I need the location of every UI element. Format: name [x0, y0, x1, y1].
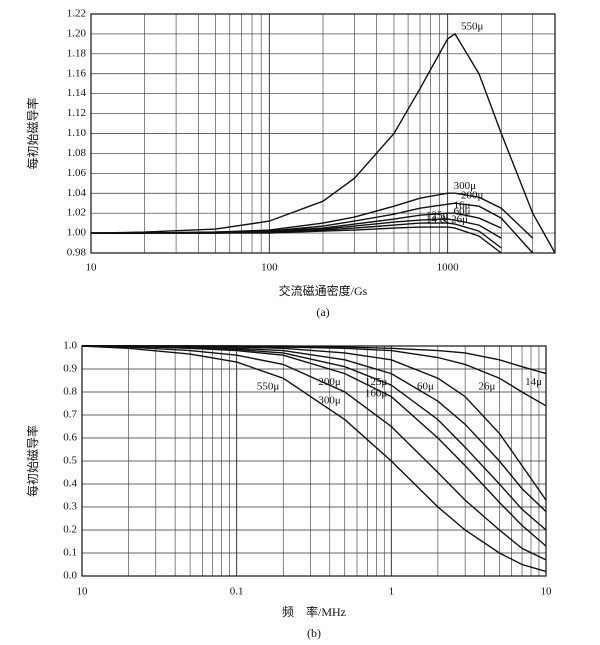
y-tick-label: 1.14	[67, 87, 87, 99]
y-tick-label: 0.0	[63, 570, 77, 582]
series-label: 125μ	[365, 376, 388, 388]
y-tick-label: 1.00	[67, 227, 87, 239]
series-label: 60μ	[454, 206, 471, 218]
x-tick-label: 10	[541, 586, 553, 598]
x-axis-label: 交流磁通密度/Gs	[279, 283, 368, 298]
y-tick-label: 0.5	[63, 455, 77, 467]
series-line	[81, 345, 547, 573]
y-tick-label: 0.7	[63, 409, 77, 421]
y-tick-label: 1.04	[67, 187, 87, 199]
y-tick-label: 1.18	[67, 47, 87, 59]
y-tick-label: 1.22	[67, 8, 86, 20]
series-line	[82, 345, 547, 547]
x-tick-label: 10	[77, 586, 89, 598]
series-label: 160μ	[365, 388, 388, 400]
y-tick-label: 1.10	[67, 127, 87, 139]
y-tick-label: 1.02	[67, 207, 86, 219]
series-label: 550μ	[257, 381, 280, 393]
series-line	[81, 345, 547, 561]
series-line	[82, 345, 547, 531]
plot-frame	[90, 13, 556, 254]
y-tick-label: 0.6	[63, 432, 77, 444]
y-tick-label: 0.1	[63, 547, 77, 559]
series-label: 26μ	[479, 381, 496, 393]
x-tick-label: 100	[261, 262, 278, 274]
caption: (b)	[307, 626, 321, 640]
x-axis-label: 频 率/MHz	[282, 604, 346, 619]
series-label: 200μ	[318, 376, 341, 388]
series-label: 125μ	[426, 210, 449, 222]
series-label: 14 & 26μ	[426, 214, 468, 226]
series-label: 200μ	[461, 190, 484, 202]
series-line	[82, 345, 547, 513]
x-tick-label: 0.1	[230, 586, 244, 598]
y-tick-label: 1.06	[67, 167, 87, 179]
y-tick-label: 1.08	[67, 147, 87, 159]
y-tick-label: 1.0	[63, 340, 77, 352]
y-tick-label: 0.2	[63, 524, 77, 536]
y-tick-label: 0.98	[67, 247, 87, 259]
caption: (a)	[316, 305, 329, 319]
series-label: 550μ	[461, 20, 484, 32]
y-tick-label: 0.9	[63, 363, 77, 375]
series-label: 16μ	[454, 200, 471, 212]
x-tick-label: 1000	[437, 262, 460, 274]
x-tick-label: 10	[86, 262, 98, 274]
series-line	[91, 226, 502, 254]
y-tick-label: 0.3	[63, 501, 77, 513]
series-label: 300μ	[454, 180, 477, 192]
series-label: 300μ	[318, 395, 341, 407]
y-tick-label: 1.12	[67, 107, 86, 119]
y-tick-label: 0.8	[63, 386, 77, 398]
y-tick-label: 1.20	[67, 27, 87, 39]
y-tick-label: 0.4	[63, 478, 77, 490]
y-axis-label: 每初始磁导率	[25, 97, 40, 169]
y-axis-label: 每初始磁导率	[25, 425, 40, 497]
series-line	[91, 202, 534, 254]
series-line	[90, 32, 556, 254]
x-tick-label: 1	[389, 586, 395, 598]
series-line	[82, 345, 547, 375]
series-label: 14μ	[525, 376, 542, 388]
series-label: 60μ	[417, 381, 434, 393]
y-tick-label: 1.16	[67, 67, 87, 79]
